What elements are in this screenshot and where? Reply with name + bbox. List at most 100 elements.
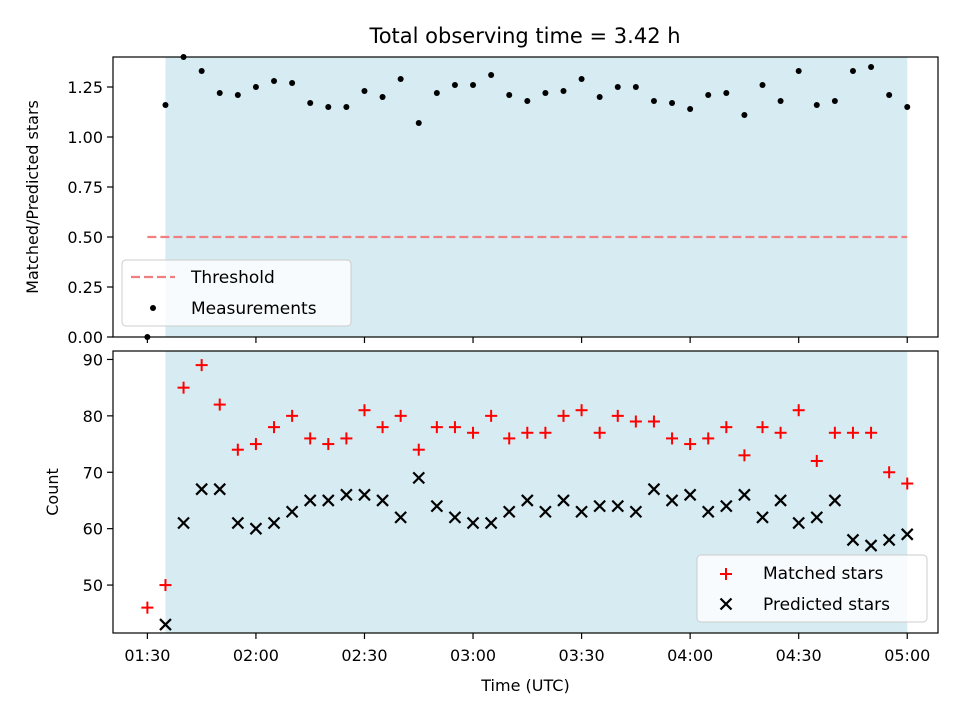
measurement-point — [705, 92, 712, 98]
cross-stroke — [303, 494, 317, 507]
measurement-point — [831, 98, 838, 104]
measurement-point — [813, 102, 820, 108]
measurement-point — [234, 92, 241, 98]
matched-point — [467, 426, 480, 439]
predicted-point — [394, 511, 407, 524]
matched-point — [593, 426, 606, 439]
predicted-point — [195, 482, 208, 496]
cross-stroke — [756, 511, 769, 524]
predicted-point — [557, 494, 570, 507]
predicted-point — [285, 505, 299, 519]
cross-stroke — [774, 494, 787, 507]
measurement-point — [759, 82, 766, 88]
measurement-point — [904, 104, 911, 110]
legend-matched-swatch — [720, 568, 732, 580]
predicted-point — [358, 488, 371, 502]
measurement-point — [198, 68, 205, 74]
predicted-point — [774, 494, 787, 507]
matched-point — [503, 432, 516, 445]
predicted-point — [629, 505, 643, 519]
top-y-tick-label: 0.50 — [67, 228, 103, 247]
predicted-point — [448, 511, 462, 524]
predicted-points — [159, 471, 914, 631]
predicted-point — [539, 505, 552, 519]
bottom-legend: Matched stars Predicted stars — [696, 554, 928, 623]
predicted-point — [647, 482, 661, 496]
matched-point — [557, 409, 570, 422]
predicted-point — [249, 522, 263, 535]
matched-point — [575, 404, 588, 417]
cross-stroke — [828, 494, 842, 507]
top-legend-box — [121, 259, 352, 327]
matched-point — [828, 426, 841, 439]
cross-stroke — [575, 505, 588, 519]
matched-point — [521, 426, 534, 439]
cross-stroke — [900, 528, 914, 541]
chart-title: Total observing time = 3.42 h — [368, 24, 680, 48]
top-axes-frame — [112, 56, 939, 338]
measurement-point — [795, 68, 802, 74]
bottom-x-axis: 01:30 02:00 02:30 03:00 03:30 04:00 04:30 05:00 — [124, 633, 930, 665]
bottom-x-tick-label: 02:30 — [341, 646, 387, 665]
matched-point — [738, 449, 751, 462]
bottom-x-tick-label: 04:00 — [667, 646, 713, 665]
predicted-point — [177, 516, 190, 530]
measurement-points — [144, 54, 911, 340]
bottom-x-tick-label: 01:30 — [124, 646, 170, 665]
cross-stroke — [810, 511, 824, 524]
measurement-point — [650, 98, 657, 104]
measurement-point — [451, 82, 458, 88]
cross-stroke — [611, 499, 625, 513]
predicted-point — [828, 494, 842, 507]
measurement-point — [216, 90, 223, 96]
legend-cross — [719, 597, 733, 611]
predicted-point — [792, 516, 805, 530]
predicted-point — [683, 488, 697, 502]
top-panel: 0.00 0.25 0.50 0.75 1.00 1.25 Matched/Predict… — [23, 54, 939, 347]
matched-point — [358, 404, 371, 417]
legend-measurements-swatch — [150, 305, 156, 311]
bottom-x-tick-label: 04:30 — [776, 646, 822, 665]
top-y-axis-label: Matched/Predicted stars — [23, 100, 42, 294]
matched-point — [448, 421, 461, 434]
predicted-point — [864, 539, 878, 552]
measurement-point — [252, 84, 259, 90]
cross-stroke — [267, 516, 281, 530]
measurement-point — [687, 106, 694, 112]
predicted-point — [267, 516, 281, 530]
predicted-point — [231, 516, 245, 530]
measurement-point — [506, 92, 513, 98]
cross-stroke — [466, 516, 480, 530]
matched-point — [539, 426, 552, 439]
bottom-legend-box — [696, 554, 928, 623]
matched-point — [810, 454, 823, 467]
measurement-point — [361, 88, 368, 94]
cross-stroke — [340, 488, 353, 502]
top-y-tick-label: 0.75 — [67, 178, 103, 197]
top-y-tick-label: 0.00 — [67, 328, 103, 347]
predicted-point — [882, 533, 896, 547]
cross-stroke — [720, 499, 733, 513]
matched-point — [702, 432, 715, 445]
predicted-point — [521, 494, 534, 507]
matched-point — [430, 421, 443, 434]
matched-point — [846, 426, 859, 439]
predicted-point — [665, 494, 679, 507]
measurement-point — [379, 94, 386, 100]
matched-point — [286, 409, 299, 422]
predicted-point — [900, 528, 914, 541]
cross-stroke — [195, 482, 208, 496]
bottom-x-tick-label: 02:00 — [233, 646, 279, 665]
cross-stroke — [719, 597, 733, 611]
predicted-point — [611, 499, 625, 513]
measurement-point — [723, 90, 730, 96]
legend-predicted-swatch — [719, 597, 733, 611]
bottom-y-axis: 50 60 70 80 90 — [83, 350, 113, 595]
cross-stroke — [864, 539, 878, 552]
bottom-y-tick-label: 80 — [83, 407, 103, 426]
cross-stroke — [738, 488, 751, 502]
predicted-point — [720, 499, 733, 513]
matched-point — [485, 409, 498, 422]
cross-stroke — [701, 505, 715, 519]
measurement-point — [289, 80, 296, 86]
